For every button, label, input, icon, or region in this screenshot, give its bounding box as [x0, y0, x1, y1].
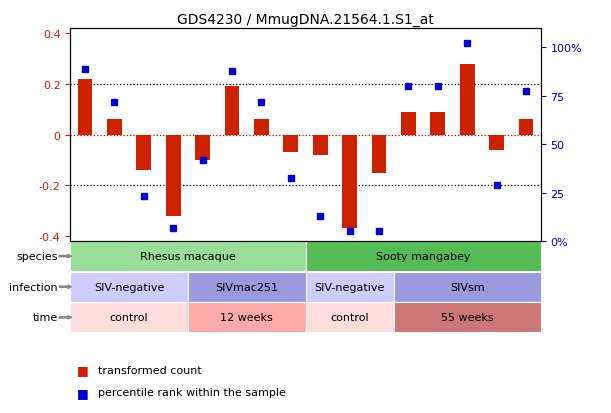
Bar	[70, 242, 306, 271]
Bar	[254, 120, 269, 135]
Bar	[78, 80, 92, 135]
Bar	[166, 135, 180, 216]
Bar	[306, 242, 541, 271]
Bar	[225, 87, 240, 135]
Bar	[519, 120, 533, 135]
Text: Rhesus macaque: Rhesus macaque	[140, 252, 236, 261]
Bar	[188, 303, 306, 332]
Text: transformed count: transformed count	[98, 365, 202, 375]
Bar	[284, 135, 298, 153]
Text: control: control	[110, 313, 148, 323]
Bar	[431, 112, 445, 135]
Text: 12 weeks: 12 weeks	[221, 313, 273, 323]
Bar	[306, 272, 393, 302]
Bar	[196, 135, 210, 161]
Bar	[70, 303, 188, 332]
Bar	[342, 135, 357, 229]
Text: SIVmac251: SIVmac251	[215, 282, 278, 292]
Bar	[393, 272, 541, 302]
Text: 55 weeks: 55 weeks	[441, 313, 494, 323]
Bar	[70, 272, 188, 302]
Bar	[393, 303, 541, 332]
Bar	[107, 120, 122, 135]
Text: ■: ■	[76, 386, 88, 399]
Bar	[136, 135, 151, 171]
Text: SIVsm: SIVsm	[450, 282, 485, 292]
Bar	[460, 64, 475, 135]
Bar	[371, 135, 386, 173]
Text: infection: infection	[9, 282, 58, 292]
Bar	[306, 303, 393, 332]
Text: species: species	[16, 252, 58, 261]
Text: Sooty mangabey: Sooty mangabey	[376, 252, 470, 261]
Text: time: time	[33, 313, 58, 323]
Text: SIV-negative: SIV-negative	[315, 282, 385, 292]
Bar	[401, 112, 415, 135]
Bar	[188, 272, 306, 302]
Bar	[313, 135, 327, 156]
Text: percentile rank within the sample: percentile rank within the sample	[98, 387, 285, 397]
Text: control: control	[331, 313, 369, 323]
Bar	[489, 135, 504, 150]
Text: ■: ■	[76, 363, 88, 376]
Title: GDS4230 / MmugDNA.21564.1.S1_at: GDS4230 / MmugDNA.21564.1.S1_at	[177, 12, 434, 26]
Text: SIV-negative: SIV-negative	[94, 282, 164, 292]
